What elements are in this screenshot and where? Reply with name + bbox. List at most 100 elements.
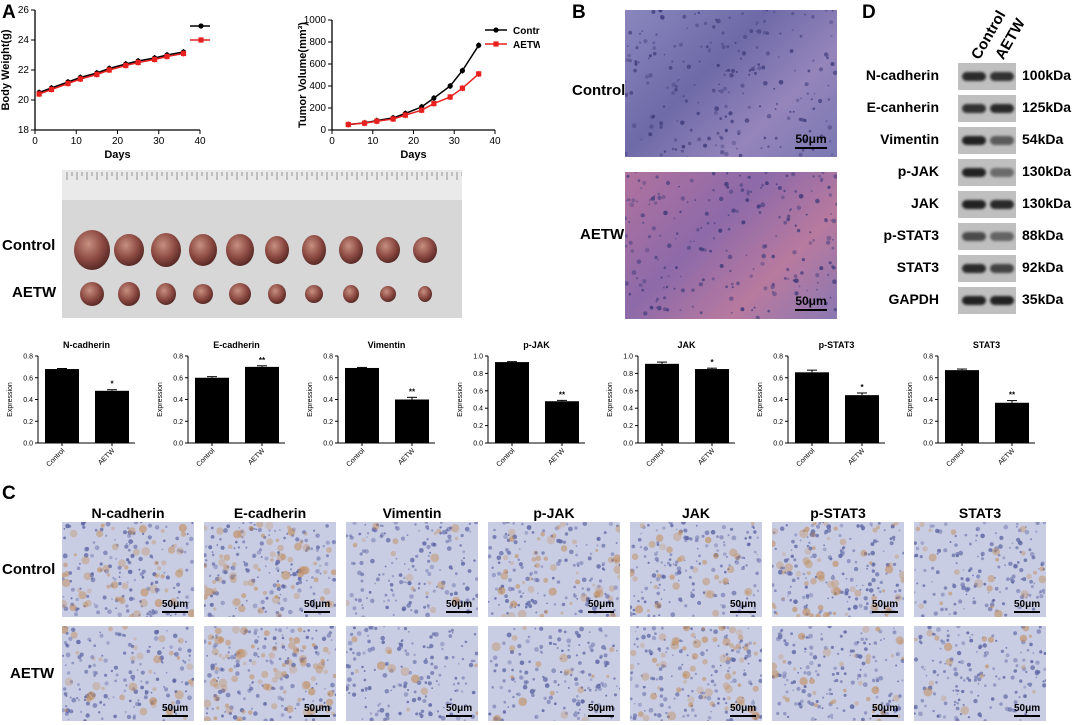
nucleus-dot — [573, 585, 577, 589]
nucleus-dot — [326, 633, 331, 638]
stain-spot — [736, 696, 745, 705]
nucleus-dot — [403, 576, 406, 580]
stain-spot — [719, 654, 729, 663]
stain-spot — [871, 595, 877, 601]
nucleus-dot — [690, 591, 693, 594]
nucleus-dot — [700, 247, 705, 252]
nucleus-dot — [650, 676, 654, 681]
nucleus-dot — [188, 659, 191, 662]
nucleus-dot — [726, 185, 730, 189]
nucleus-dot — [751, 700, 756, 705]
nucleus-dot — [820, 637, 824, 641]
nucleus-dot — [232, 615, 235, 617]
nucleus-dot — [855, 584, 858, 587]
stain-spot — [204, 699, 212, 708]
stain-spot — [591, 674, 595, 678]
nucleus-dot — [679, 275, 682, 278]
nucleus-dot — [870, 542, 875, 546]
nucleus-dot — [327, 706, 332, 711]
tumor-control — [114, 234, 144, 266]
nucleus-dot — [809, 231, 812, 234]
stain-spot — [274, 670, 283, 680]
nucleus-dot — [290, 563, 293, 566]
nucleus-dot — [654, 255, 658, 260]
nucleus-dot — [648, 707, 654, 713]
nucleus-dot — [124, 711, 127, 714]
nucleus-dot — [799, 705, 803, 709]
nucleus-dot — [107, 609, 112, 614]
nucleus-dot — [330, 639, 333, 641]
nucleus-dot — [220, 545, 225, 550]
nucleus-dot — [297, 576, 302, 581]
nucleus-dot — [596, 536, 601, 541]
nucleus-dot — [719, 264, 724, 268]
nucleus-dot — [731, 208, 736, 213]
stain-spot — [285, 705, 294, 713]
nucleus-dot — [827, 98, 831, 101]
nucleus-dot — [700, 691, 704, 695]
nucleus-dot — [803, 138, 808, 143]
nucleus-dot — [63, 536, 66, 540]
stain-spot — [310, 676, 317, 682]
nucleus-dot — [772, 564, 774, 568]
nucleus-dot — [750, 67, 755, 72]
nucleus-dot — [508, 578, 512, 582]
nucleus-dot — [71, 710, 74, 713]
y-axis-label: Expression — [157, 382, 164, 417]
nucleus-dot — [895, 651, 901, 657]
nucleus-dot — [823, 544, 825, 547]
stain-spot — [492, 714, 502, 721]
stain-spot — [293, 646, 299, 653]
nucleus-dot — [663, 296, 667, 300]
nucleus-dot — [692, 240, 695, 243]
y-tick-label: 0.4 — [773, 397, 783, 404]
stain-spot — [832, 611, 837, 616]
nucleus-dot — [1011, 574, 1016, 579]
nucleus-dot — [766, 113, 772, 119]
nucleus-dot — [735, 700, 738, 704]
stain-spot — [261, 533, 265, 538]
nucleus-dot — [785, 678, 789, 682]
nucleus-dot — [566, 638, 572, 644]
nucleus-dot — [981, 554, 984, 557]
stain-spot — [722, 682, 731, 690]
nucleus-dot — [207, 673, 212, 678]
nucleus-dot — [263, 718, 268, 721]
y-tick-label: 0.2 — [173, 419, 183, 426]
nucleus-dot — [563, 680, 567, 683]
nucleus-dot — [130, 674, 136, 680]
nucleus-dot — [63, 692, 68, 696]
nucleus-dot — [445, 701, 450, 706]
nucleus-dot — [831, 10, 834, 12]
nucleus-dot — [753, 530, 757, 534]
nucleus-dot — [410, 609, 413, 612]
stain-spot — [518, 697, 527, 706]
stain-spot — [177, 637, 184, 644]
nucleus-dot — [777, 186, 782, 190]
nucleus-dot — [106, 641, 110, 645]
nucleus-dot — [627, 198, 631, 202]
stain-spot — [330, 569, 336, 576]
nucleus-dot — [798, 703, 804, 709]
nucleus-dot — [742, 92, 744, 95]
nucleus-dot — [63, 528, 66, 530]
nucleus-dot — [608, 522, 613, 526]
nucleus-dot — [1018, 696, 1021, 699]
nucleus-dot — [575, 553, 579, 557]
nucleus-dot — [890, 605, 894, 609]
stain-spot — [642, 714, 650, 721]
blot-kda-label: 35kDa — [1022, 291, 1064, 307]
nucleus-dot — [249, 522, 253, 524]
nucleus-dot — [90, 655, 95, 660]
stain-spot — [346, 600, 350, 607]
nucleus-dot — [1015, 664, 1019, 668]
x-axis-label: Days — [104, 149, 130, 161]
y-tick-label: 0.8 — [923, 354, 933, 361]
nucleus-dot — [1031, 555, 1036, 560]
nucleus-dot — [114, 631, 119, 636]
nucleus-dot — [305, 549, 308, 552]
nucleus-dot — [364, 697, 367, 699]
stain-spot — [160, 529, 165, 533]
nucleus-dot — [1003, 524, 1009, 530]
stain-spot — [169, 597, 178, 606]
